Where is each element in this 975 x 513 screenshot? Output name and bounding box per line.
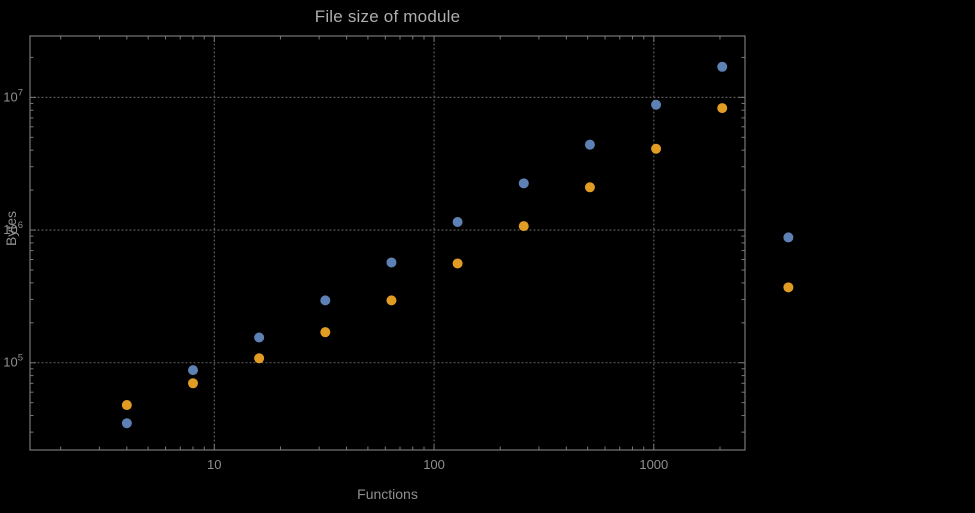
x-tick-label: 1000	[639, 457, 668, 472]
data-point	[717, 61, 728, 72]
data-point	[518, 221, 529, 232]
data-point	[386, 257, 397, 268]
data-point	[187, 378, 198, 389]
data-point	[717, 103, 728, 114]
chart-title: File size of module	[314, 7, 461, 26]
data-point	[783, 232, 794, 243]
x-axis-label: Functions	[357, 486, 418, 502]
data-point	[518, 178, 529, 189]
data-point	[651, 143, 662, 154]
data-point	[452, 216, 463, 227]
y-tick-label: 106	[3, 220, 23, 237]
data-point	[254, 353, 265, 364]
data-point	[121, 418, 132, 429]
plot-frame	[29, 35, 746, 451]
data-point	[783, 282, 794, 293]
data-point	[320, 295, 331, 306]
data-point	[254, 332, 265, 343]
data-point	[651, 99, 662, 110]
data-point	[584, 182, 595, 193]
data-point	[584, 139, 595, 150]
y-tick-label: 107	[3, 87, 23, 104]
x-tick-label: 100	[423, 457, 445, 472]
y-tick-label: 105	[3, 353, 23, 370]
x-tick-label: 10	[207, 457, 221, 472]
data-point	[452, 258, 463, 269]
data-point	[386, 295, 397, 306]
data-point	[320, 327, 331, 338]
data-point	[187, 365, 198, 376]
data-point	[121, 400, 132, 411]
